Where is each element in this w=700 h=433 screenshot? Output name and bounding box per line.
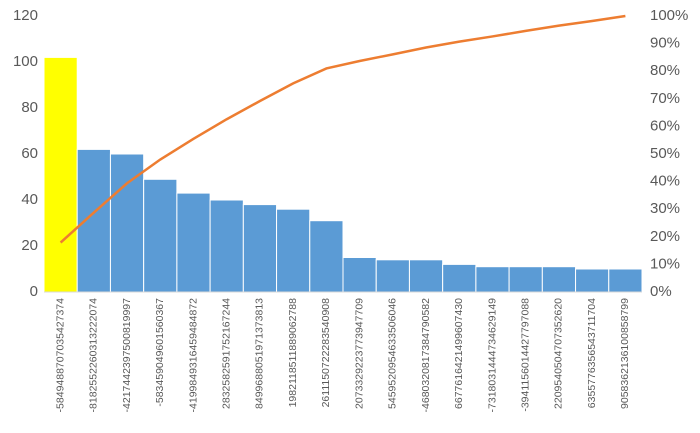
bar <box>575 268 610 293</box>
x-tick-label: 2832582591752167244 <box>221 298 233 409</box>
y-tick-label: 40 <box>21 191 38 208</box>
bar <box>541 266 577 293</box>
y2-tick-label: 60% <box>650 117 680 134</box>
bar <box>408 259 444 293</box>
y2-tick-label: 10% <box>650 255 680 272</box>
y2-tick-label: 40% <box>650 173 680 190</box>
y2-tick-label: 70% <box>650 90 680 107</box>
y2-tick-label: 0% <box>650 283 672 300</box>
bar <box>375 259 410 293</box>
bar <box>508 266 543 293</box>
x-tick-label: 2611150722283540908 <box>320 298 332 408</box>
x-tick-label: 1982118511889062788 <box>287 298 299 408</box>
x-tick-label: -4680320817384790582 <box>420 298 432 413</box>
bar <box>176 192 211 293</box>
x-tick-label: -4199849316459484872 <box>187 298 199 413</box>
y-tick-label: 100 <box>13 53 38 70</box>
x-tick-label: 5459520954633506046 <box>387 298 399 409</box>
bar <box>608 268 643 293</box>
cumulative-line <box>59 14 626 244</box>
bar <box>109 153 145 293</box>
bar <box>209 199 244 293</box>
bar <box>43 56 78 293</box>
x-tick-label: -8182552260313222074 <box>88 298 100 413</box>
bar <box>242 204 278 293</box>
x-tick-label: -5849488707035427374 <box>54 298 66 413</box>
x-tick-label: 9058362136100858799 <box>619 298 631 409</box>
x-tick-label: 2209540504707352620 <box>553 298 565 409</box>
y2-tick-label: 30% <box>650 200 680 217</box>
x-tick-label: 8499688051971373813 <box>254 298 266 409</box>
x-tick-label: 6677616421499607430 <box>453 298 465 409</box>
y-tick-label: 0 <box>30 283 38 300</box>
bar <box>276 208 311 293</box>
bar <box>309 220 344 293</box>
y-tick-label: 120 <box>13 7 38 24</box>
bar <box>342 257 377 293</box>
x-tick-label: -4217442397500819997 <box>121 298 133 413</box>
y2-tick-label: 100% <box>650 7 688 24</box>
y2-tick-label: 80% <box>650 62 680 79</box>
y2-tick-label: 20% <box>650 228 680 245</box>
y2-tick-label: 50% <box>650 145 680 162</box>
x-tick-label: -7318031444734629149 <box>486 298 498 413</box>
bar <box>76 148 111 293</box>
x-tick-label: 2073329223773947709 <box>353 298 365 409</box>
y2-tick-label: 90% <box>650 35 680 52</box>
bar <box>475 266 510 293</box>
x-tick-label: -3941156014427797088 <box>520 298 532 412</box>
x-tick-label: 6355776356543711704 <box>586 298 598 408</box>
y-tick-label: 80 <box>21 99 38 116</box>
y-tick-label: 60 <box>21 145 38 162</box>
x-tick-label: -583459049601560367 <box>154 298 166 407</box>
y-tick-label: 20 <box>21 237 38 254</box>
bar <box>143 178 178 293</box>
bar <box>442 263 477 293</box>
